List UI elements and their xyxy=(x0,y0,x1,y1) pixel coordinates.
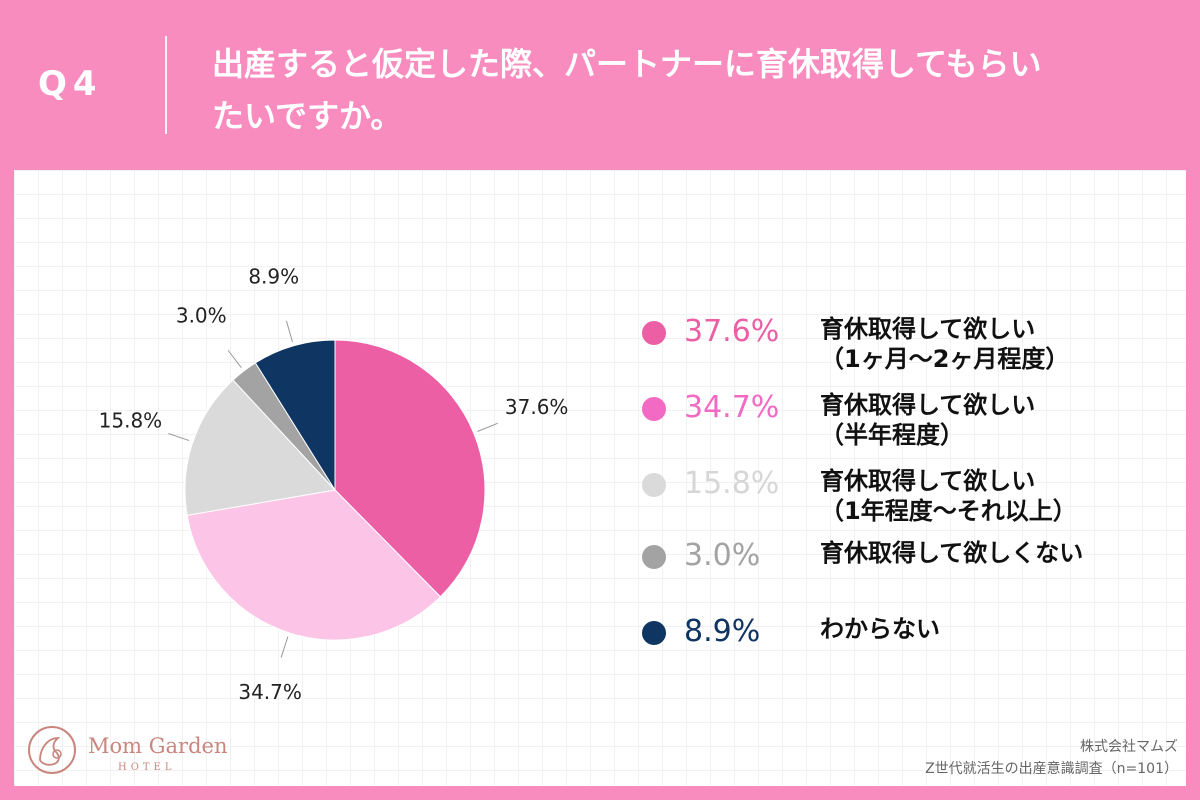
legend-label: わからない xyxy=(820,614,940,644)
legend-label: 育休取得して欲しくない xyxy=(820,538,1083,568)
legend-label: 育休取得して欲しい （1ヶ月〜2ヶ月程度） xyxy=(820,314,1069,374)
mother-child-circle-icon xyxy=(28,726,76,774)
legend-percent: 34.7% xyxy=(684,390,780,425)
legend-label-line-1: 育休取得して欲しい xyxy=(820,467,1036,495)
legend-label-line-1: 育休取得して欲しい xyxy=(820,315,1036,343)
pie-slice xyxy=(184,379,336,516)
leader-line xyxy=(285,320,293,343)
pie-slice xyxy=(186,489,442,641)
legend-percent: 3.0% xyxy=(684,538,761,573)
legend-label-line-1: 育休取得して欲しい xyxy=(820,391,1036,419)
slice-percent-label: 37.6% xyxy=(505,395,569,419)
leader-line xyxy=(280,636,289,658)
logo: Mom Garden HOTEL xyxy=(22,718,227,784)
logo-subtitle: HOTEL xyxy=(118,762,176,773)
legend-dot xyxy=(642,621,666,645)
pie-chart: 37.6% 34.7% 15.8% 3.0% 8.9% xyxy=(99,265,569,704)
header-divider xyxy=(165,36,167,134)
legend-label-line-1: わからない xyxy=(820,615,940,643)
legend-percent: 37.6% xyxy=(684,314,780,349)
legend-label: 育休取得して欲しい （半年程度） xyxy=(820,390,1035,450)
pie-slice xyxy=(254,339,336,492)
source-survey: Z世代就活生の出産意識調査（n=101） xyxy=(925,761,1178,777)
legend-dot xyxy=(642,473,666,497)
leader-line xyxy=(477,422,499,432)
source-credit: 株式会社マムズ Z世代就活生の出産意識調査（n=101） xyxy=(925,736,1178,780)
question-title: 出産すると仮定した際、パートナーに育休取得してもらい たいですか。 xyxy=(212,38,1172,142)
question-line-2: たいですか。 xyxy=(212,97,403,135)
legend-dot xyxy=(642,545,666,569)
leader-line xyxy=(227,349,242,369)
slice-percent-label: 34.7% xyxy=(238,680,302,704)
legend-dot xyxy=(642,321,666,345)
header: Q4 出産すると仮定した際、パートナーに育休取得してもらい たいですか。 xyxy=(0,0,1200,170)
legend-label-line-2: （1年程度〜それ以上） xyxy=(820,497,1077,525)
legend-label-line-2: （半年程度） xyxy=(820,421,964,449)
pie-slice xyxy=(334,339,486,598)
legend-percent: 15.8% xyxy=(684,466,780,501)
source-company: 株式会社マムズ xyxy=(1080,739,1178,755)
logo-name: Mom Garden xyxy=(88,734,228,758)
legend-percent: 8.9% xyxy=(684,614,761,649)
legend-label-line-1: 育休取得して欲しくない xyxy=(820,539,1084,567)
leader-line xyxy=(168,433,190,442)
chart-panel: 37.6% 34.7% 15.8% 3.0% 8.9% 37.6% 育休取得して欲しい … xyxy=(14,170,1186,786)
legend-label-line-2: （1ヶ月〜2ヶ月程度） xyxy=(820,345,1070,373)
question-line-1: 出産すると仮定した際、パートナーに育休取得してもらい xyxy=(212,45,1042,83)
legend-dot xyxy=(642,397,666,421)
question-number: Q4 xyxy=(38,64,103,104)
legend-label: 育休取得して欲しい （1年程度〜それ以上） xyxy=(820,466,1077,526)
slice-percent-label: 15.8% xyxy=(99,409,163,433)
slice-percent-label: 3.0% xyxy=(176,303,227,327)
slice-percent-label: 8.9% xyxy=(248,265,299,289)
